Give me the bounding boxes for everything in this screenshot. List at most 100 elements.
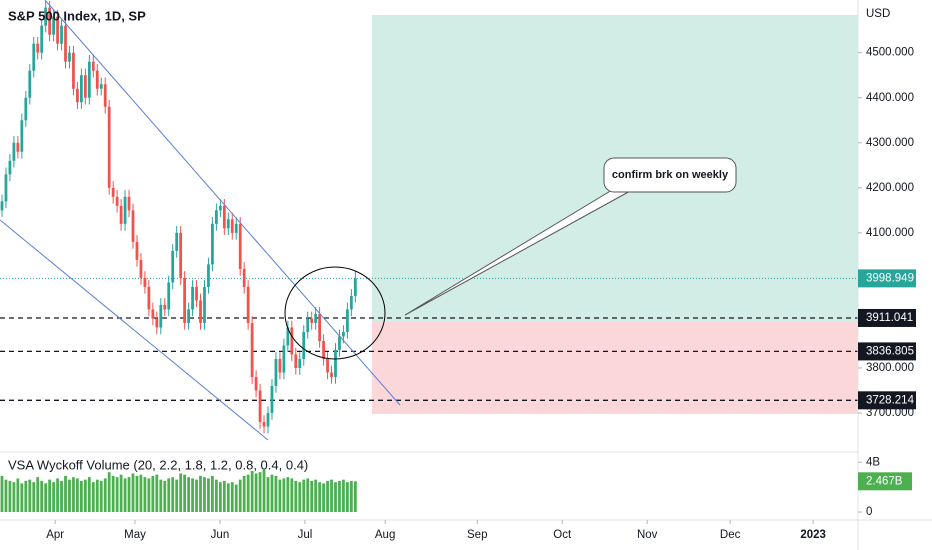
- candle-body: [119, 205, 123, 224]
- volume-bar: [330, 479, 333, 512]
- volume-bar: [322, 483, 325, 512]
- volume-bar: [175, 479, 179, 512]
- candle-body: [123, 196, 127, 224]
- volume-bar: [72, 477, 75, 512]
- volume-bar: [246, 474, 250, 512]
- volume-bar: [99, 480, 103, 512]
- candle-body: [262, 422, 266, 427]
- candle-body: [349, 295, 353, 310]
- volume-bar: [266, 477, 270, 512]
- y-tick-label: 4200.000: [866, 182, 914, 194]
- x-tick-label: Nov: [637, 529, 658, 541]
- volume-bar: [211, 475, 214, 512]
- volume-bar: [234, 484, 238, 512]
- volume-bar: [163, 480, 167, 512]
- volume-bar: [151, 475, 155, 512]
- candle-body: [56, 16, 59, 44]
- candle-body: [151, 309, 155, 319]
- volume-bar: [270, 474, 274, 512]
- candle-body: [95, 70, 99, 89]
- volume-bar: [286, 477, 290, 512]
- last-price-box: [858, 269, 916, 288]
- candle-body: [103, 84, 107, 107]
- volume-bar: [326, 480, 329, 512]
- volume-bar: [48, 479, 52, 512]
- volume-bar: [40, 480, 44, 512]
- candle-body: [207, 264, 210, 287]
- candle-body: [238, 223, 242, 269]
- x-tick-label: Dec: [720, 529, 741, 541]
- candle-body: [338, 336, 341, 350]
- callout-box: [603, 157, 737, 193]
- candle-body: [171, 250, 175, 283]
- volume-tick-label: 4B: [866, 456, 880, 468]
- x-tick-label: Sep: [467, 529, 487, 541]
- candle-body: [322, 340, 325, 359]
- volume-bar: [32, 482, 36, 512]
- volume-bar: [278, 479, 282, 512]
- level-label: 3836.805: [866, 345, 914, 357]
- candle-body: [80, 75, 83, 103]
- volume-bar: [262, 469, 266, 512]
- volume-bar: [83, 479, 87, 512]
- y-tick-label: 4400.000: [866, 92, 914, 104]
- volume-bar: [334, 482, 337, 512]
- volume-bar: [214, 479, 218, 512]
- volume-bar: [76, 478, 79, 512]
- chart-title: S&P 500 Index, 1D, SP: [8, 8, 146, 23]
- volume-bar: [199, 475, 202, 512]
- y-tick-label: 4100.000: [866, 227, 914, 239]
- volume-bar: [139, 474, 143, 512]
- candle-body: [48, 7, 52, 35]
- candle-body: [16, 142, 20, 152]
- candle-body: [218, 205, 222, 211]
- last-price-label: 3998.949: [866, 272, 914, 284]
- volume-bar: [131, 473, 135, 512]
- volume-bar: [258, 472, 262, 512]
- candle-body: [191, 286, 194, 310]
- volume-bar: [238, 479, 242, 512]
- candle-body: [107, 106, 111, 188]
- candle-body: [266, 413, 270, 427]
- candle-body: [246, 286, 250, 323]
- x-tick-label: May: [124, 529, 146, 541]
- candle-body: [40, 25, 44, 53]
- volume-bar: [302, 479, 306, 512]
- candle-body: [99, 84, 103, 89]
- candle-body: [111, 187, 115, 197]
- currency: USD: [866, 8, 890, 20]
- candle-body: [83, 75, 87, 98]
- candle-body: [346, 309, 349, 332]
- candle-body: [167, 282, 171, 310]
- volume-bar: [68, 479, 71, 512]
- volume-bar: [107, 472, 111, 512]
- candle-body: [290, 327, 294, 355]
- candle-body: [274, 358, 278, 386]
- candle-body: [91, 61, 95, 71]
- volume-bar: [12, 482, 16, 512]
- candle-body: [4, 174, 8, 202]
- volume-bar: [346, 482, 349, 512]
- candle-body: [44, 7, 48, 26]
- volume-bar: [306, 478, 310, 512]
- volume-bar: [349, 480, 353, 512]
- candle-body: [8, 160, 12, 175]
- candle-body: [179, 232, 183, 278]
- candle-body: [135, 241, 139, 260]
- candle-body: [330, 372, 333, 377]
- candle-body: [143, 277, 147, 287]
- candle-body: [28, 70, 32, 98]
- volume-bar: [290, 478, 294, 512]
- candle-body: [32, 43, 36, 71]
- candle-body: [298, 358, 302, 368]
- x-tick-label: Aug: [375, 529, 395, 541]
- x-tick-label: Jul: [298, 529, 313, 541]
- level-label: 3728.214: [866, 394, 915, 406]
- level-box: [858, 342, 916, 361]
- volume-bar: [254, 473, 258, 512]
- callout-text: confirm brk on weekly: [612, 169, 729, 181]
- volume-bar: [207, 478, 210, 512]
- volume-bar: [353, 481, 357, 512]
- candle-body: [302, 331, 306, 359]
- volume-bar: [91, 482, 95, 512]
